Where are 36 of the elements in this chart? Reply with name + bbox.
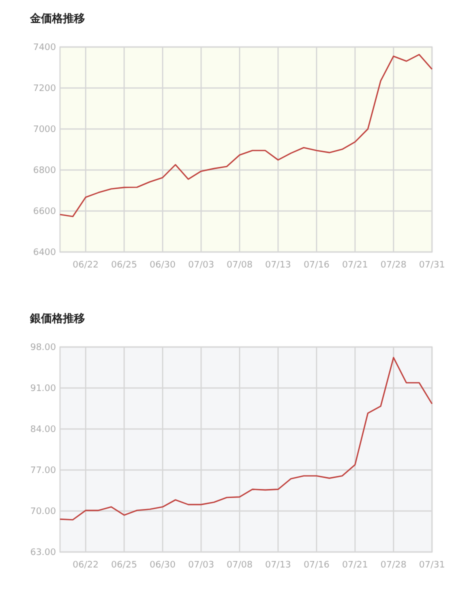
chart-title: 銀価格推移 (29, 312, 85, 325)
x-tick-label: 07/31 (419, 260, 445, 270)
y-tick-label: 6800 (33, 166, 56, 176)
y-tick-label: 63.00 (30, 548, 56, 558)
line-series (59, 356, 433, 520)
y-tick-label: 98.00 (30, 342, 56, 353)
x-tick-label: 07/21 (342, 560, 368, 570)
x-tick-label: 07/21 (342, 260, 368, 270)
x-tick-label: 07/08 (226, 560, 253, 570)
x-tick-label: 07/13 (265, 560, 292, 570)
y-tick-label: 7200 (33, 84, 56, 94)
y-tick-label: 7400 (33, 42, 56, 53)
x-tick-label: 06/30 (150, 560, 176, 570)
x-tick-label: 07/16 (304, 260, 330, 270)
x-tick-label: 07/28 (380, 260, 407, 270)
x-tick-label: 07/08 (226, 260, 253, 270)
x-tick-label: 06/25 (111, 560, 138, 570)
x-tick-label: 07/16 (304, 560, 330, 570)
line-series (59, 54, 433, 218)
y-tick-label: 6400 (33, 248, 56, 258)
x-tick-label: 07/28 (380, 560, 407, 570)
x-tick-label: 07/03 (188, 260, 214, 270)
x-tick-label: 07/03 (188, 560, 214, 570)
y-tick-label: 84.00 (30, 424, 56, 435)
y-tick-label: 7000 (33, 124, 56, 135)
y-tick-label: 6600 (33, 206, 56, 217)
x-tick-label: 07/31 (419, 560, 445, 570)
x-tick-label: 06/25 (111, 260, 138, 270)
x-tick-label: 06/22 (72, 260, 99, 270)
x-tick-label: 06/30 (150, 260, 176, 270)
y-tick-label: 77.00 (30, 466, 56, 476)
x-tick-label: 06/22 (72, 560, 99, 570)
x-tick-label: 07/13 (265, 260, 292, 270)
y-tick-label: 91.00 (30, 384, 56, 394)
y-tick-label: 70.00 (30, 506, 56, 517)
chart-title: 金価格推移 (29, 12, 85, 25)
